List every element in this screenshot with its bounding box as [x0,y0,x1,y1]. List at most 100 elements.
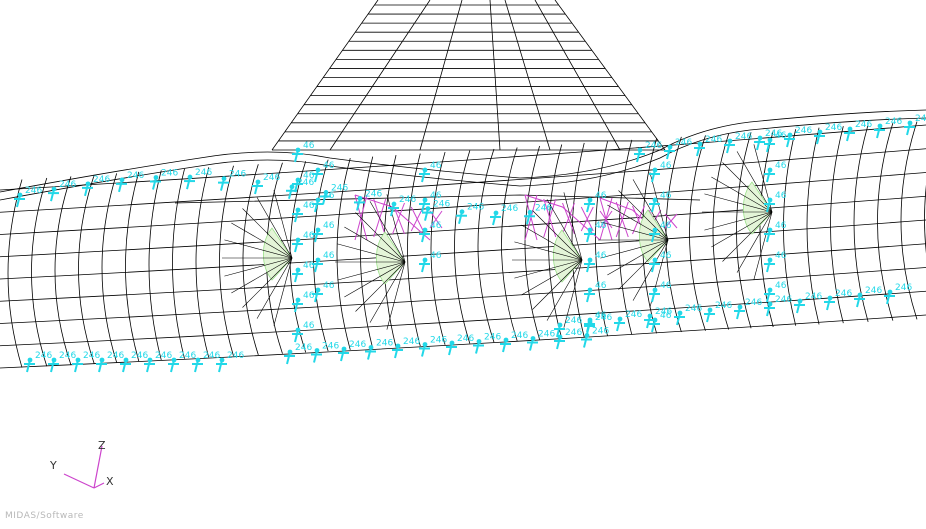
support-label: 246 [349,340,366,350]
deck-mesh [271,0,666,151]
support-label: 246 [203,351,220,361]
support-label: 46 [660,221,672,231]
support-symbol: 246 [754,129,782,151]
support-label: 246 [895,283,912,293]
support-label: 46 [775,221,787,231]
support-symbol: 46 [292,171,315,193]
support-label: 246 [229,170,246,180]
support-label: 46 [775,161,787,171]
support-label: 46 [430,251,442,261]
support-symbol: 46 [292,231,315,253]
support-symbol: 246 [72,351,100,373]
support-label: 246 [745,298,762,308]
support-label: 246 [825,123,842,133]
axis-triad-lines [63,445,105,489]
support-symbol: 246 [120,351,148,373]
support-symbol: 46 [292,201,315,223]
support-label: 246 [430,336,447,346]
support-symbol: 246 [456,203,484,224]
support-symbol: 246 [365,339,393,360]
support-symbol: 246 [500,331,528,353]
tendon-lattice [524,194,613,241]
support-label: 246 [457,334,474,344]
support-label: 246 [735,132,752,142]
support-label: 246 [107,351,124,361]
support-symbol: 246 [252,173,280,195]
support-symbol: 46 [312,161,335,183]
support-label: 46 [660,281,672,291]
support-label: 46 [595,251,607,261]
support-symbol: 246 [216,351,244,373]
support-label: 246 [161,169,178,179]
axis-triad: Z Y X [44,438,124,498]
support-label: 46 [303,261,315,271]
support-symbol: 246 [814,123,842,145]
support-symbol: 246 [14,186,42,208]
support-label: 46 [323,251,335,261]
support-label: 246 [805,292,822,302]
support-label: 246 [195,168,212,178]
support-label: 246 [35,351,52,361]
support-symbol: 46 [292,321,315,343]
support-symbol: 46 [649,191,672,213]
support-symbol: 246 [284,343,312,365]
support-symbol: 46 [419,251,442,273]
support-label: 246 [376,339,393,349]
support-label: 246 [675,138,692,148]
support-symbol: 46 [764,161,787,183]
support-label: 246 [535,203,552,213]
support-label: 246 [155,351,172,361]
support-symbol: 246 [527,330,555,351]
support-label: 246 [595,313,612,323]
support-symbol: 246 [419,336,447,357]
support-label: 46 [430,161,442,171]
support-symbol: 246 [150,169,178,190]
support-label: 246 [403,337,420,347]
support-label: 246 [835,289,852,299]
x-axis-label: X [106,475,114,488]
support-label: 46 [303,171,315,181]
support-label: 46 [430,221,442,231]
support-symbol: 246 [674,304,702,326]
support-label: 246 [705,135,722,145]
support-symbol: 246 [854,286,882,308]
support-symbol: 46 [764,191,787,213]
support-symbol: 246 [144,351,172,373]
support-symbol: 246 [764,295,792,317]
support-label: 246 [297,178,314,188]
support-symbol: 246 [311,342,339,363]
support-label: 246 [25,186,42,196]
support-symbol: 246 [168,351,196,373]
support-label: 46 [775,191,787,201]
anchor-fan [335,194,406,330]
support-symbol: 46 [312,281,335,303]
support-label: 46 [775,251,787,261]
support-label: 246 [484,333,501,343]
support-label: 246 [59,180,76,190]
support-label: 46 [595,221,607,231]
z-axis-line [93,445,103,489]
support-label: 246 [625,310,642,320]
support-label: 246 [565,328,582,338]
support-symbol: 246 [844,120,872,142]
support-symbol: 46 [649,221,672,243]
support-label: 246 [645,141,662,151]
support-symbol: 46 [649,161,672,183]
support-symbol: 46 [584,221,607,243]
support-symbol: 246 [96,351,124,373]
y-axis-label: Y [50,459,57,472]
support-symbol: 46 [649,281,672,303]
support-symbol: 246 [554,328,582,350]
support-label: 246 [93,175,110,185]
support-label: 246 [501,204,518,214]
support-label: 46 [660,191,672,201]
support-symbol: 246 [218,170,246,191]
support-symbol: 246 [904,114,926,136]
support-label: 46 [660,161,672,171]
tunnel-mesh [0,0,926,369]
support-symbol: 246 [446,334,474,356]
support-label: 46 [595,281,607,291]
support-symbol: 246 [48,351,76,373]
support-symbol: 246 [694,135,722,157]
